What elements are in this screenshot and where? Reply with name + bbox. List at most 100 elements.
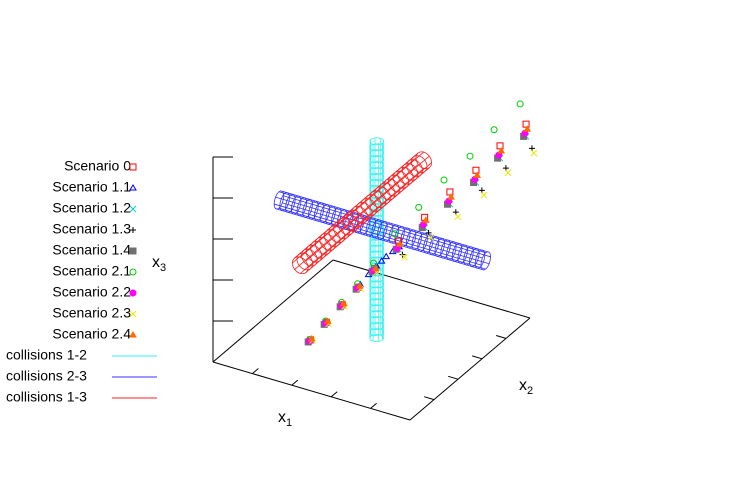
cylinder-generator [283,195,491,258]
cylinder-generator [307,162,432,268]
point [516,100,524,108]
x-axis-line [212,361,411,421]
collision-cylinder [291,151,433,275]
cylinder-ring [319,233,336,251]
point [466,152,474,160]
cylinder-ring [291,256,309,275]
base-edge [212,259,334,363]
legend-marker [129,310,137,318]
legend-label: Scenario 1.2 [52,200,131,216]
legend-marker [129,247,137,255]
cylinder-ring [415,151,433,170]
point [502,165,509,172]
point [480,191,488,199]
legend-label: Scenario 1.3 [52,221,131,237]
y-tick [472,355,483,360]
cylinder-generator [273,203,482,266]
legend-label: Scenario 2.2 [52,284,131,300]
point [528,145,535,152]
point [395,240,404,247]
legend-marker [129,331,137,338]
cylinder-ring [392,170,410,189]
point [371,264,380,272]
cylinder-ring [305,244,323,263]
point [339,299,348,307]
z-axis-label-sub: 3 [160,262,166,274]
cylinder-ring [383,178,401,197]
point [504,169,512,177]
point [478,187,485,194]
point [490,126,498,134]
point [427,234,434,241]
point [452,209,459,216]
point [440,176,448,184]
cylinder-ring [296,252,314,271]
legend-label: Scenario 1.4 [52,242,131,258]
cylinder-ring [314,236,332,255]
cylinder-ring [388,174,405,193]
legend-label: Scenario 1.1 [52,179,131,195]
legend-label: collisions 1-3 [6,389,87,405]
y-axis-label-main: x [519,377,527,394]
point [454,213,462,221]
cylinder-generator [294,152,419,259]
point [355,282,364,289]
point [530,149,538,157]
cylinder-ring [406,159,423,177]
legend-marker [129,184,137,191]
point [323,317,332,324]
y-tick [424,396,435,401]
point [523,125,532,132]
x-tick [370,402,377,409]
cylinder-ring [323,229,341,247]
z-axis-label-main: x [152,254,160,271]
y-axis-line [409,317,531,421]
x-axis-label-main: x [278,409,286,426]
point [421,216,430,223]
x-axis-label: x1 [278,409,292,429]
cylinder-ring [310,240,327,259]
cylinder-generator [299,168,425,274]
x-tick [330,391,338,398]
legend-label: collisions 1-2 [6,347,87,363]
cylinder-generator [278,191,486,254]
point [522,120,530,128]
z-axis-label: x3 [152,254,166,274]
collision-cylinder [369,137,384,342]
legend-label: Scenario 2.3 [52,305,131,321]
point [473,171,482,178]
base-edge [332,259,531,319]
legend-label: Scenario 0 [64,158,131,174]
point [425,229,432,236]
y-tick [496,335,507,339]
point [377,257,386,264]
legend-label: Scenario 2.1 [52,263,131,279]
cylinder-ring [401,163,419,181]
point [447,193,455,200]
cylinder-generator [292,157,417,264]
legend-marker [129,268,137,276]
point [496,142,504,150]
legend-label: collisions 2-3 [6,368,87,384]
legend-marker [130,227,136,233]
cylinder-ring [397,166,414,185]
cylinder-generator [282,202,490,265]
point [370,259,378,267]
y-axis-label: x2 [519,377,533,397]
cylinder-generator [275,196,483,259]
point [415,203,423,211]
cylinder-ring [333,221,350,240]
point [401,253,408,261]
x-tick [252,368,259,374]
cylinder-ring [365,194,382,212]
point [382,252,391,260]
legend-marker [129,289,137,297]
x-axis-label-sub: 1 [286,417,292,429]
x-tick [291,379,299,386]
cylinder-generator [305,167,430,274]
point [391,230,399,238]
cylinder-ring [410,155,428,174]
cylinder-generator [305,155,430,262]
